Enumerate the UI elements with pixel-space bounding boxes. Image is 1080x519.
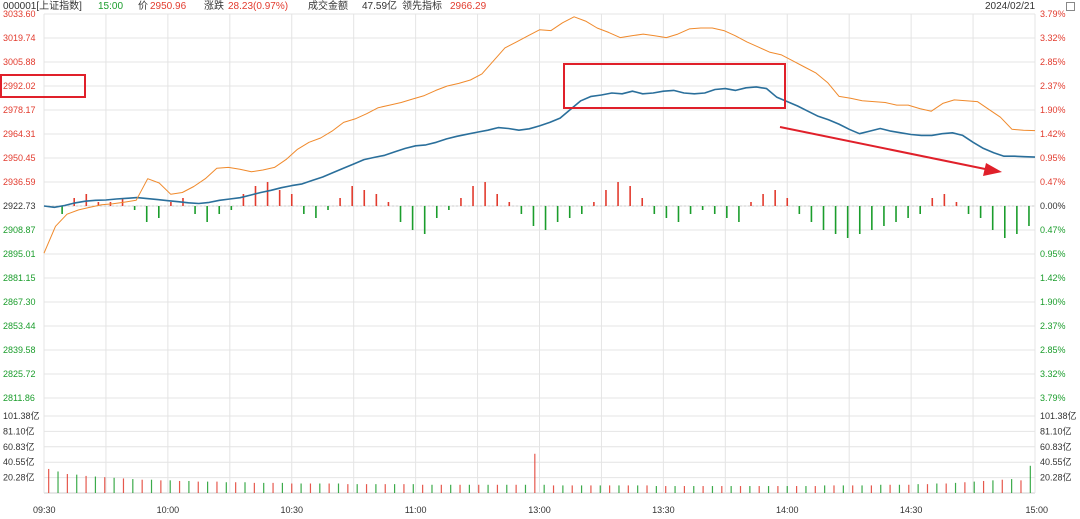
y-tick-label: 3005.88 [3, 57, 36, 67]
x-tick-label: 14:30 [900, 505, 923, 515]
pct-tick-label: 3.32% [1040, 33, 1066, 43]
pct-tick-label: 0.95% [1040, 153, 1066, 163]
y-tick-label: 2839.58 [3, 345, 36, 355]
y-tick-label: 2992.02 [3, 81, 36, 91]
highlight-box-label [0, 74, 86, 98]
x-tick-label: 10:30 [280, 505, 303, 515]
highlight-box-plateau [563, 63, 786, 109]
pct-tick-label: 2.37% [1040, 321, 1066, 331]
pct-tick-label: 1.42% [1040, 273, 1066, 283]
leading-value: 2966.29 [450, 1, 487, 12]
leading-label: 领先指标 [402, 1, 442, 12]
price-line [43, 86, 1036, 209]
y-tick-label: 3019.74 [3, 33, 36, 43]
leading-line [43, 16, 1036, 254]
volume-tick-label: 40.55亿 [3, 456, 35, 467]
header-time: 15:00 [98, 1, 124, 12]
pct-tick-label: 2.85% [1040, 57, 1066, 67]
volume-bars [48, 453, 1031, 493]
volume-tick-label-right: 60.83亿 [1040, 441, 1072, 452]
y-tick-label: 2964.31 [3, 129, 36, 139]
volume-tick-label-right: 81.10亿 [1040, 425, 1072, 436]
x-tick-label: 09:30 [33, 505, 56, 515]
pct-tick-label: 1.42% [1040, 129, 1066, 139]
y-tick-label: 2811.86 [3, 393, 35, 403]
x-tick-label: 13:00 [528, 505, 551, 515]
y-tick-label: 2908.87 [3, 225, 36, 235]
pct-tick-label: 1.90% [1040, 297, 1066, 307]
y-tick-label: 2825.72 [3, 369, 36, 379]
axis-ticks: 3033.60 3019.74 3005.88 2992.02 2978.17 2964.… [3, 9, 1077, 515]
y-tick-label: 2922.73 [3, 201, 36, 211]
breadth-bars [61, 182, 1030, 238]
y-tick-label: 2881.15 [3, 273, 36, 283]
pct-tick-label: 1.90% [1040, 105, 1066, 115]
change-value: 28.23(0.97%) [228, 1, 289, 12]
price-label: 价 [138, 1, 148, 12]
price-value: 2950.96 [150, 1, 187, 12]
trend-arrow-head [983, 163, 1002, 176]
grid [43, 13, 1036, 494]
y-tick-label: 2936.59 [3, 177, 36, 187]
volume-tick-label-right: 20.28亿 [1040, 472, 1072, 483]
y-tick-label: 2895.01 [3, 249, 36, 259]
pct-tick-label: 2.37% [1040, 81, 1066, 91]
pct-tick-label: 0.47% [1040, 177, 1066, 187]
volume-tick-label: 81.10亿 [3, 425, 35, 436]
trend-arrow-line [779, 126, 991, 171]
series-lines [43, 16, 1036, 254]
y-tick-label: 2950.45 [3, 153, 36, 163]
index-code: 000001[上证指数] [3, 1, 82, 12]
x-tick-label: 15:00 [1025, 505, 1048, 515]
y-tick-label: 3033.60 [3, 9, 36, 19]
turnover-label: 成交金额 [308, 1, 348, 12]
y-tick-label: 2853.44 [3, 321, 36, 331]
pct-tick-label: 0.95% [1040, 249, 1066, 259]
x-tick-label: 10:00 [157, 505, 180, 515]
volume-tick-label: 101.38亿 [3, 410, 40, 421]
x-tick-label: 13:30 [652, 505, 675, 515]
change-label: 涨跌 [204, 1, 224, 12]
chart-header: 000001[上证指数] 15:00 价 2950.96 涨跌 28.23(0.… [0, 0, 1080, 14]
volume-tick-label: 60.83亿 [3, 441, 35, 452]
turnover-value: 47.59亿 [362, 1, 398, 12]
fullscreen-icon[interactable] [1066, 2, 1075, 11]
pct-tick-label: 2.85% [1040, 345, 1066, 355]
pct-tick-label: 3.79% [1040, 393, 1066, 403]
pct-tick-label: 3.32% [1040, 369, 1066, 379]
volume-tick-label-right: 101.38亿 [1040, 410, 1077, 421]
x-tick-label: 11:00 [405, 505, 427, 515]
pct-tick-label: 0.00% [1040, 201, 1066, 211]
y-tick-label: 2978.17 [3, 105, 36, 115]
y-tick-label: 2867.30 [3, 297, 36, 307]
pct-tick-label: 3.79% [1040, 9, 1066, 19]
x-tick-label: 14:00 [776, 505, 799, 515]
volume-tick-label-right: 40.55亿 [1040, 456, 1072, 467]
pct-tick-label: 0.47% [1040, 225, 1066, 235]
volume-tick-label: 20.28亿 [3, 472, 35, 483]
annotations [0, 63, 1002, 176]
header-date: 2024/02/21 [985, 1, 1036, 12]
